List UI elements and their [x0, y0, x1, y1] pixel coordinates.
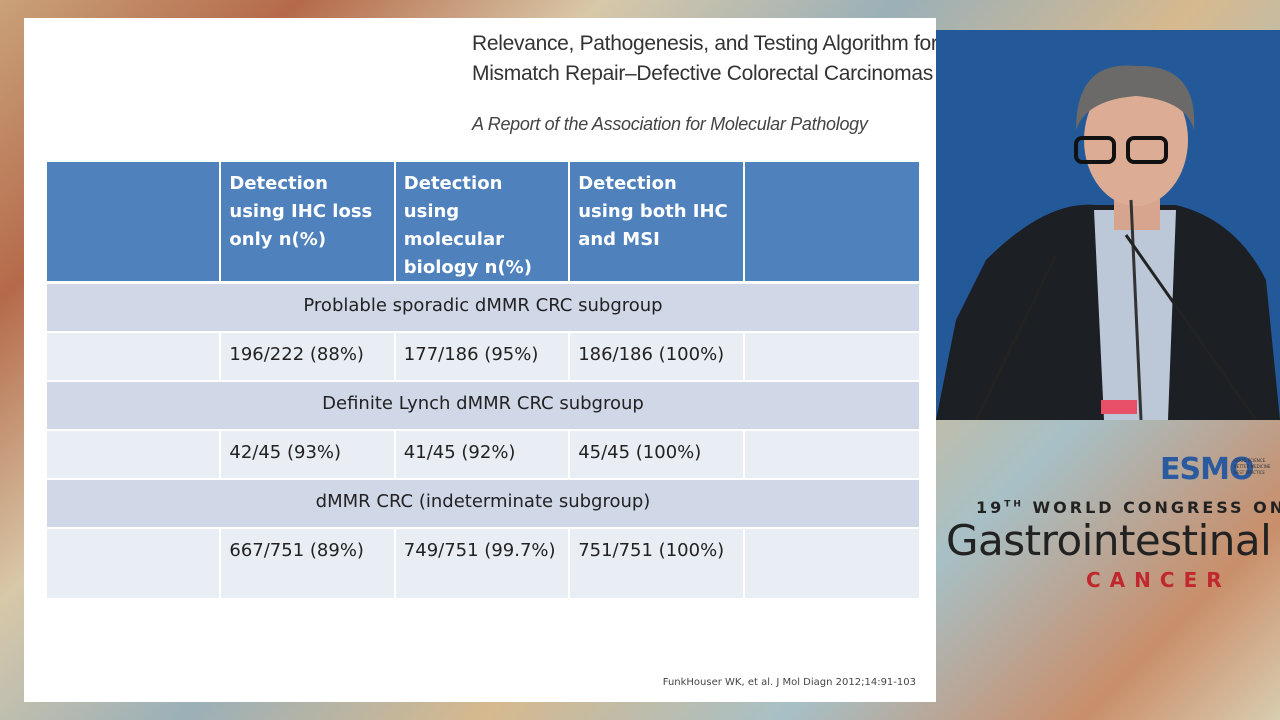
data-cell: 177/186 (95%) — [395, 333, 571, 380]
congress-name: Gastrointestinal — [946, 516, 1272, 565]
data-cell: 45/45 (100%) — [570, 431, 745, 478]
slide-title: Relevance, Pathogenesis, and Testing Alg… — [472, 32, 938, 55]
header-cell — [47, 162, 222, 281]
group-label: Problable sporadic dMMR CRC subgroup — [47, 284, 919, 331]
slide: Relevance, Pathogenesis, and Testing Alg… — [24, 18, 938, 702]
data-cell — [47, 333, 222, 380]
speaker-video — [936, 30, 1280, 420]
tagline: GOOD SCIENCE BETTER MEDICINE BEST PRACTI… — [1234, 458, 1270, 476]
data-cell — [744, 529, 919, 598]
data-cell — [744, 431, 919, 478]
branding: ESMO GOOD SCIENCE BETTER MEDICINE BEST P… — [936, 440, 1280, 702]
data-cell — [47, 529, 222, 598]
congress-name-2: CANCER — [1086, 568, 1231, 592]
header-cell: Detection using both IHC and MSI — [570, 162, 745, 281]
slide-subtitle: A Report of the Association for Molecula… — [472, 114, 868, 134]
tagline-line: GOOD SCIENCE — [1234, 458, 1266, 463]
congress-text: WORLD CONGRESS ON — [1032, 498, 1280, 517]
data-cell — [47, 431, 222, 478]
tagline-line: BEST PRACTICE — [1234, 470, 1265, 475]
congress: 19TH WORLD CONGRESS ON — [976, 498, 1280, 517]
slide-title: Mismatch Repair–Defective Colorectal Car… — [472, 62, 933, 85]
tagline-line: BETTER MEDICINE — [1234, 464, 1271, 469]
data-cell: 42/45 (93%) — [221, 431, 396, 478]
group-label: dMMR CRC (indeterminate subgroup) — [47, 480, 919, 527]
citation: FunkHouser WK, et al. J Mol Diagn 2012;1… — [662, 677, 916, 688]
data-cell: 186/186 (100%) — [570, 333, 745, 380]
congress-number: 19 — [976, 498, 1005, 517]
data-cell: 749/751 (99.7%) — [395, 529, 571, 598]
header-cell: Detection using IHC loss only n(%) — [221, 162, 396, 281]
data-cell: 196/222 (88%) — [221, 333, 396, 380]
data-cell — [744, 333, 919, 380]
header-cell — [744, 162, 919, 281]
congress-suffix: TH — [1004, 499, 1024, 510]
logo: ESMO — [1160, 452, 1254, 487]
data-cell: 41/45 (92%) — [395, 431, 571, 478]
group-label: Definite Lynch dMMR CRC subgroup — [47, 382, 919, 429]
data-cell: 751/751 (100%) — [570, 529, 745, 598]
data-cell: 667/751 (89%) — [221, 529, 396, 598]
header-cell: Detection using molecular biology n(%) — [395, 162, 571, 281]
